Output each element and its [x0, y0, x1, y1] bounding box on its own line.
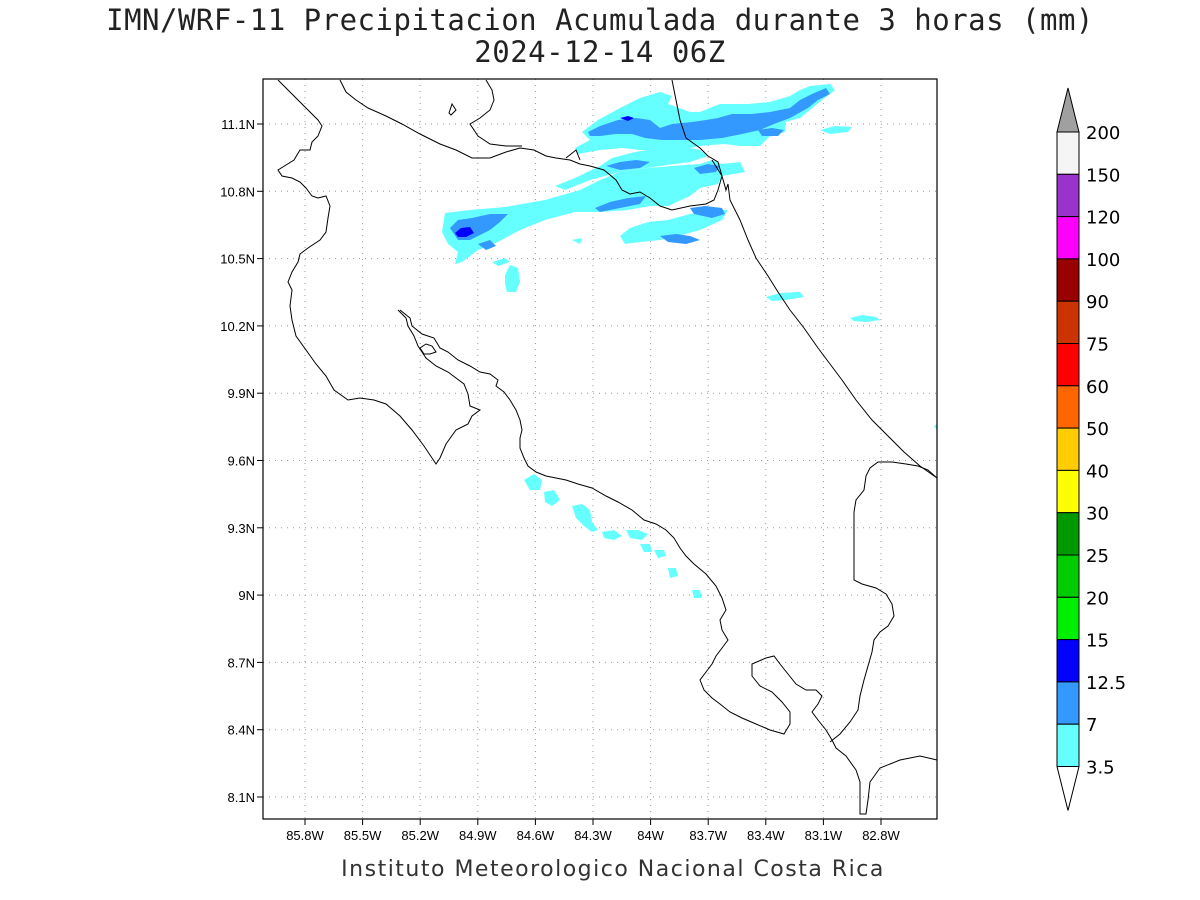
colorbar-swatch [1056, 723, 1080, 768]
map-frame [262, 78, 938, 820]
colorbar-swatch [1056, 343, 1080, 387]
map-title: IMN/WRF-11 Precipitacion Acumulada duran… [106, 3, 1094, 37]
colorbar-level-label: 7 [1086, 715, 1097, 736]
colorbar-level-label: 20 [1086, 588, 1109, 609]
longitude-axis: 85.8W 85.5W 85.2W 84.9W 84.6W 84.3W 84W 83.7W 83… [286, 819, 901, 843]
credit-text: Instituto Meteorologico Nacional Costa R… [341, 857, 885, 882]
colorbar-level-label: 25 [1086, 546, 1109, 567]
colorbar-swatch [1056, 596, 1080, 641]
colorbar-swatch [1056, 300, 1080, 345]
colorbar-swatch [1056, 131, 1080, 175]
colorbar-swatch [1056, 258, 1080, 302]
lon-tick-label: 84W [637, 828, 664, 843]
colorbar-swatch [1056, 469, 1080, 514]
colorbar-swatch [1056, 639, 1080, 683]
lon-tick-label: 84.3W [574, 828, 612, 843]
colorbar-level-label: 15 [1086, 631, 1109, 652]
colorbar-level-label: 40 [1086, 461, 1109, 482]
lat-tick-label: 9N [238, 588, 255, 603]
colorbar-level-label: 200 [1086, 123, 1120, 144]
lat-tick-label: 8.1N [228, 790, 255, 805]
precip-light-areas [442, 84, 937, 598]
colorbar-bottom-arrow [1056, 766, 1080, 811]
colorbar-swatch [1056, 554, 1080, 598]
colorbar-swatch [1056, 427, 1080, 471]
colorbar-level-label: 100 [1086, 250, 1120, 271]
lat-tick-label: 8.4N [228, 723, 255, 738]
lon-tick-label: 83.4W [747, 828, 785, 843]
colorbar-level-label: 120 [1086, 208, 1120, 229]
precip-heavy-areas [455, 116, 634, 237]
colorbar-swatch [1056, 216, 1080, 260]
lon-tick-label: 83.7W [689, 828, 727, 843]
colorbar-swatch [1056, 173, 1080, 218]
colorbar-level-label: 12.5 [1086, 673, 1126, 694]
precip-medium-areas [450, 88, 830, 250]
lon-tick-label: 84.6W [517, 828, 555, 843]
map-panel: 11.1N 10.8N 10.5N 10.2N 9.9N 9.6N 9.3N 9N 8.7N 8.… [220, 78, 938, 843]
colorbar-level-label: 60 [1086, 377, 1109, 398]
map-subtitle-date: 2024-12-14 06Z [474, 35, 725, 69]
lon-tick-label: 85.8W [286, 828, 324, 843]
colorbar-level-label: 50 [1086, 419, 1109, 440]
colorbar-swatch [1056, 385, 1080, 429]
colorbar-level-label: 75 [1086, 335, 1109, 356]
lat-tick-label: 9.9N [228, 386, 255, 401]
lon-tick-label: 82.8W [862, 828, 900, 843]
lat-tick-label: 11.1N [221, 117, 255, 132]
precip-colorbar-legend: 200 150 120 100 90 75 60 50 40 30 25 20 15 12.5 7 3.5 [1056, 87, 1126, 811]
colorbar-level-label: 150 [1086, 165, 1120, 186]
colorbar-top-arrow [1056, 87, 1080, 133]
lon-tick-label: 84.9W [459, 828, 497, 843]
coastlines-borders [277, 79, 938, 815]
lat-tick-label: 10.8N [220, 184, 255, 199]
lon-tick-label: 85.5W [344, 828, 382, 843]
colorbar-level-label: 3.5 [1086, 758, 1115, 779]
lat-tick-label: 10.2N [220, 319, 255, 334]
colorbar-swatch [1056, 681, 1080, 725]
lat-tick-label: 9.6N [228, 454, 255, 469]
lat-tick-label: 10.5N [220, 252, 255, 267]
colorbar-level-label: 90 [1086, 292, 1109, 313]
colorbar-swatch [1056, 512, 1080, 556]
colorbar-level-label: 30 [1086, 504, 1109, 525]
lat-tick-label: 9.3N [228, 521, 255, 536]
lon-tick-label: 83.1W [805, 828, 843, 843]
lon-tick-label: 85.2W [401, 828, 439, 843]
lat-tick-label: 8.7N [228, 655, 255, 670]
latitude-axis: 11.1N 10.8N 10.5N 10.2N 9.9N 9.6N 9.3N 9N 8.7N 8.… [220, 117, 263, 805]
